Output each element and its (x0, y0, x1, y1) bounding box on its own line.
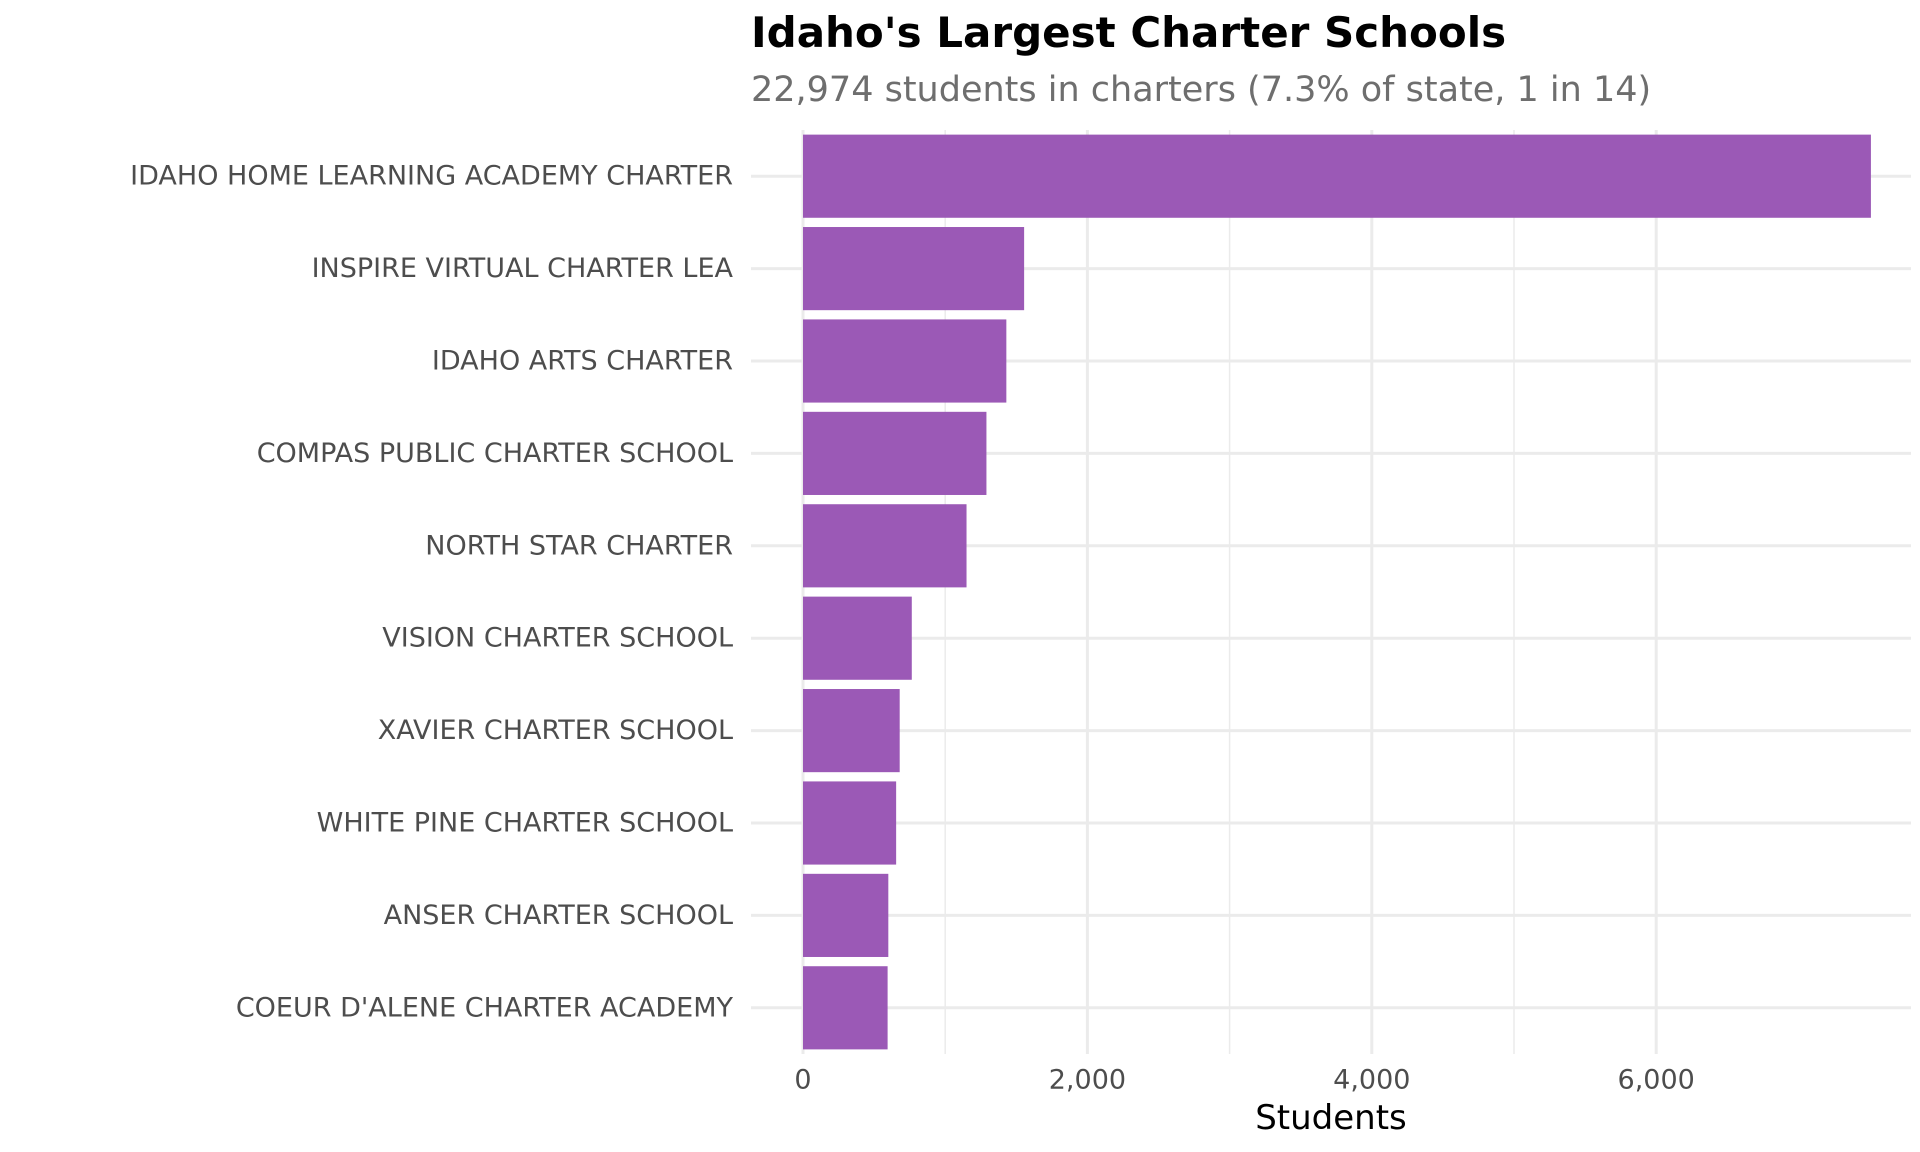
x-tick-label: 6,000 (1618, 1065, 1695, 1096)
category-label: VISION CHARTER SCHOOL (382, 623, 733, 654)
bar (803, 781, 897, 865)
chart-title: Idaho's Largest Charter Schools (751, 8, 1507, 57)
bar (803, 966, 888, 1050)
bar (803, 689, 900, 773)
bar (803, 134, 1871, 218)
category-label: IDAHO HOME LEARNING ACADEMY CHARTER (130, 161, 733, 192)
chart-subtitle: 22,974 students in charters (7.3% of sta… (751, 70, 1652, 110)
category-label: NORTH STAR CHARTER (425, 530, 733, 561)
category-label: INSPIRE VIRTUAL CHARTER LEA (312, 253, 734, 284)
x-tick-label: 4,000 (1333, 1065, 1410, 1096)
x-tick-label: 2,000 (1049, 1065, 1126, 1096)
category-label: IDAHO ARTS CHARTER (432, 346, 733, 377)
category-label: ANSER CHARTER SCHOOL (384, 900, 733, 931)
category-label: COEUR D'ALENE CHARTER ACADEMY (236, 992, 734, 1023)
category-label: WHITE PINE CHARTER SCHOOL (317, 808, 733, 839)
x-axis-title: Students (1255, 1098, 1407, 1138)
bar (803, 227, 1025, 311)
bar (803, 319, 1007, 403)
category-label: XAVIER CHARTER SCHOOL (378, 715, 733, 746)
bar (803, 596, 912, 680)
x-tick-label: 0 (794, 1065, 811, 1096)
bar (803, 504, 967, 588)
category-label: COMPAS PUBLIC CHARTER SCHOOL (257, 438, 733, 469)
bar (803, 873, 889, 957)
bar (803, 411, 987, 495)
